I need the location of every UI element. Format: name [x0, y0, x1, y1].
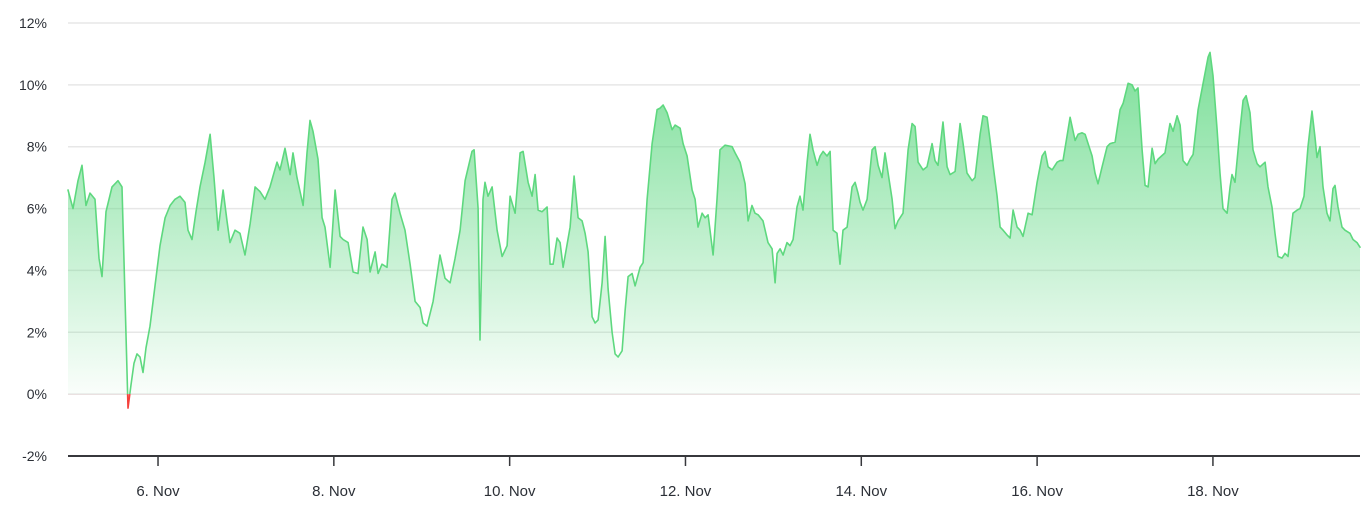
- y-axis-label: 6%: [27, 201, 47, 217]
- x-axis-label: 18. Nov: [1187, 483, 1239, 500]
- y-axis-label: 2%: [27, 324, 47, 340]
- y-axis-label: -2%: [22, 448, 47, 464]
- x-axis-label: 16. Nov: [1011, 483, 1063, 500]
- x-axis-label: 6. Nov: [136, 483, 180, 500]
- y-axis-label: 4%: [27, 262, 47, 278]
- y-axis-label: 8%: [27, 139, 47, 155]
- x-axis-label: 12. Nov: [660, 483, 712, 500]
- area-series-positive-line: [67, 51, 1361, 395]
- x-axis-label: 8. Nov: [312, 483, 356, 500]
- y-axis-label: 12%: [19, 15, 47, 31]
- y-axis-label: 10%: [19, 77, 47, 93]
- x-axis-label: 14. Nov: [835, 483, 887, 500]
- x-axis-label: 10. Nov: [484, 483, 536, 500]
- y-axis-label: 0%: [27, 386, 47, 402]
- area-series-positive-fill: [68, 52, 1360, 395]
